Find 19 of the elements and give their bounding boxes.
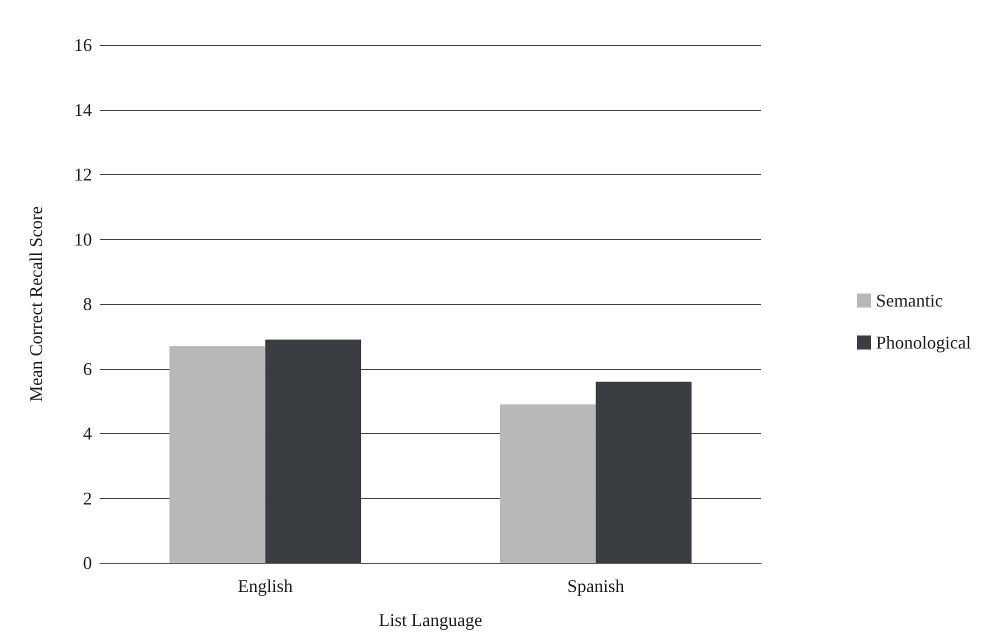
y-tick-label: 2 — [83, 488, 92, 508]
y-tick-label: 12 — [74, 164, 92, 184]
y-tick-label: 10 — [74, 229, 92, 250]
y-axis-title: Mean Correct Recall Score — [26, 206, 46, 402]
x-tick-label: Spanish — [567, 576, 624, 596]
legend-label: Phonological — [876, 332, 972, 352]
y-tick-label: 16 — [74, 35, 92, 55]
y-tick-label: 4 — [83, 424, 92, 444]
y-tick-label: 6 — [83, 358, 92, 379]
bar — [500, 404, 596, 563]
x-tick-label: English — [238, 576, 293, 596]
bar — [596, 382, 692, 563]
bar — [265, 340, 362, 563]
bar — [169, 346, 266, 563]
y-tick-label: 8 — [83, 294, 92, 314]
y-tick-label: 0 — [83, 553, 92, 573]
x-axis-title: List Language — [378, 610, 482, 630]
y-tick-label: 14 — [74, 100, 92, 120]
legend-label: Semantic — [876, 290, 943, 310]
